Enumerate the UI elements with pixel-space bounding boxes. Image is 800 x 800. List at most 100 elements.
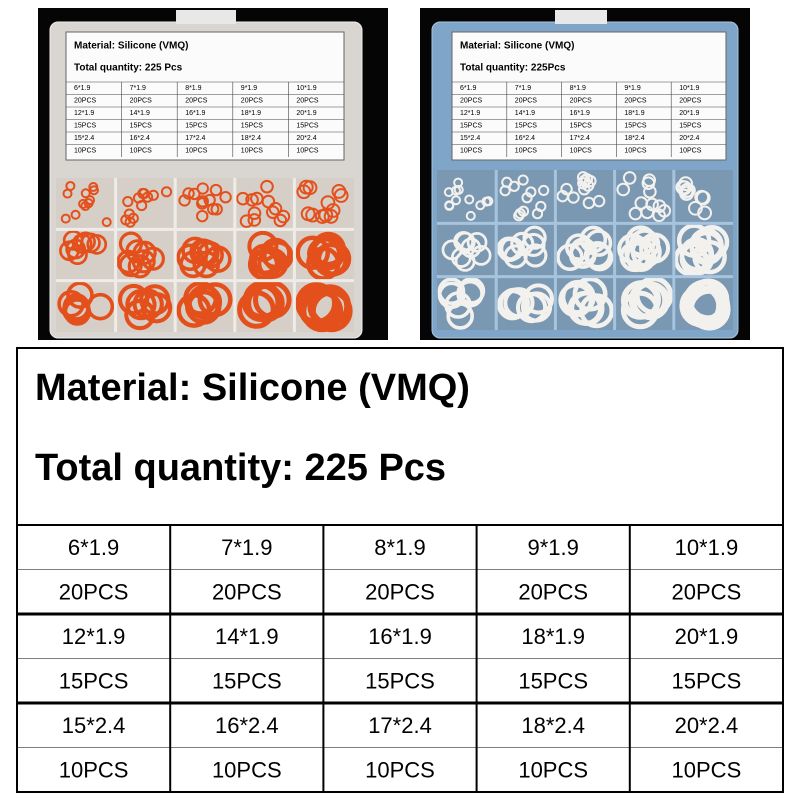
label-material: Material: Silicone (VMQ) xyxy=(460,41,574,52)
o-ring xyxy=(510,231,535,256)
table-cell: 20*2.4 xyxy=(675,713,739,738)
label-cell: 12*1.9 xyxy=(74,110,94,117)
o-ring xyxy=(196,195,209,208)
label-cell: 20PCS xyxy=(74,98,97,105)
o-ring xyxy=(239,214,254,228)
o-ring xyxy=(247,206,262,220)
o-ring xyxy=(196,182,209,195)
o-ring xyxy=(298,179,314,195)
table-cell: 18*1.9 xyxy=(521,624,585,649)
label-cell: 20PCS xyxy=(515,98,538,105)
table-cell: 10PCS xyxy=(212,758,282,783)
o-ring xyxy=(645,197,659,212)
table-cell: 15*2.4 xyxy=(62,713,126,738)
o-ring xyxy=(678,176,694,192)
label-cell: 16*1.9 xyxy=(185,110,205,117)
o-ring xyxy=(629,228,661,260)
o-ring xyxy=(122,195,134,208)
o-ring xyxy=(582,196,596,210)
label-card xyxy=(65,31,345,161)
table-cell: 10PCS xyxy=(59,758,129,783)
o-ring xyxy=(65,180,76,191)
table-cell: 15PCS xyxy=(59,669,129,694)
label-cell: 7*1.9 xyxy=(130,85,146,92)
o-ring xyxy=(209,183,223,197)
o-ring xyxy=(643,184,657,199)
label-cell: 12*1.9 xyxy=(460,110,480,117)
label-cell: 15PCS xyxy=(515,123,538,130)
o-ring xyxy=(437,277,466,306)
o-ring xyxy=(188,187,201,201)
o-ring xyxy=(300,289,344,333)
label-material: Material: Silicone (VMQ) xyxy=(74,41,188,52)
table-cell: 15PCS xyxy=(365,669,435,694)
o-ring xyxy=(261,194,276,209)
o-ring xyxy=(88,185,99,196)
o-ring xyxy=(268,201,283,216)
o-ring xyxy=(245,193,259,207)
label-cell: 9*1.9 xyxy=(624,85,640,92)
table-cell: 20PCS xyxy=(212,580,282,605)
label-cell: 15PCS xyxy=(296,123,319,130)
label-cell: 10PCS xyxy=(296,148,319,155)
table-cell: 20PCS xyxy=(365,580,435,605)
o-ring xyxy=(560,279,596,315)
table-cell: 17*2.4 xyxy=(368,713,432,738)
o-ring xyxy=(584,174,597,188)
label-cell: 10PCS xyxy=(241,148,264,155)
o-ring xyxy=(584,229,613,257)
label-cell: 10PCS xyxy=(570,148,593,155)
label-cell: 16*1.9 xyxy=(570,110,590,117)
o-ring xyxy=(531,208,544,220)
label-cell: 10*1.9 xyxy=(679,85,699,92)
label-cell: 8*1.9 xyxy=(185,85,201,92)
label-cell: 8*1.9 xyxy=(570,85,586,92)
label-cell: 18*2.4 xyxy=(624,135,644,142)
label-cell: 20*2.4 xyxy=(679,135,699,142)
label-cell: 20PCS xyxy=(185,98,208,105)
label-cell: 9*1.9 xyxy=(241,85,257,92)
label-quantity: Total quantity: 225Pcs xyxy=(460,63,566,74)
o-ring xyxy=(622,171,637,185)
label-cell: 20PCS xyxy=(570,98,593,105)
label-cell: 20PCS xyxy=(460,98,483,105)
o-ring xyxy=(140,246,165,271)
label-cell: 10PCS xyxy=(679,148,702,155)
table-cell: 10PCS xyxy=(518,758,588,783)
label-cell: 10PCS xyxy=(460,148,483,155)
label-cell: 10*1.9 xyxy=(296,85,316,92)
o-ring xyxy=(66,281,94,309)
o-ring xyxy=(444,200,455,211)
label-cell: 20*1.9 xyxy=(296,110,316,117)
o-ring xyxy=(521,232,546,257)
quantity-title: Total quantity: 225 Pcs xyxy=(35,447,446,489)
o-ring xyxy=(694,224,730,260)
label-cell: 20PCS xyxy=(241,98,264,105)
o-ring xyxy=(273,213,288,228)
label-cell: 10PCS xyxy=(185,148,208,155)
label-cell: 20*1.9 xyxy=(679,110,699,117)
o-ring xyxy=(483,196,494,207)
o-ring xyxy=(80,232,101,254)
o-ring xyxy=(454,251,476,272)
table-cell: 20PCS xyxy=(518,580,588,605)
o-ring xyxy=(692,239,727,275)
box-tab xyxy=(176,10,236,24)
o-ring xyxy=(318,207,334,223)
o-ring xyxy=(196,209,209,223)
label-cell: 15*2.4 xyxy=(74,135,94,142)
o-ring xyxy=(446,302,474,330)
o-ring xyxy=(683,279,726,322)
o-ring xyxy=(331,184,347,199)
o-ring xyxy=(260,179,274,194)
label-cell: 15*2.4 xyxy=(460,135,480,142)
o-ring xyxy=(508,180,520,192)
label-card xyxy=(451,31,727,161)
table-cell: 16*1.9 xyxy=(368,624,432,649)
o-ring xyxy=(517,174,529,186)
o-ring xyxy=(697,205,712,221)
label-quantity: Total quantity: 225 Pcs xyxy=(74,63,183,74)
table-cell: 12*1.9 xyxy=(62,624,126,649)
label-cell: 20PCS xyxy=(130,98,153,105)
label-cell: 18*2.4 xyxy=(241,135,261,142)
